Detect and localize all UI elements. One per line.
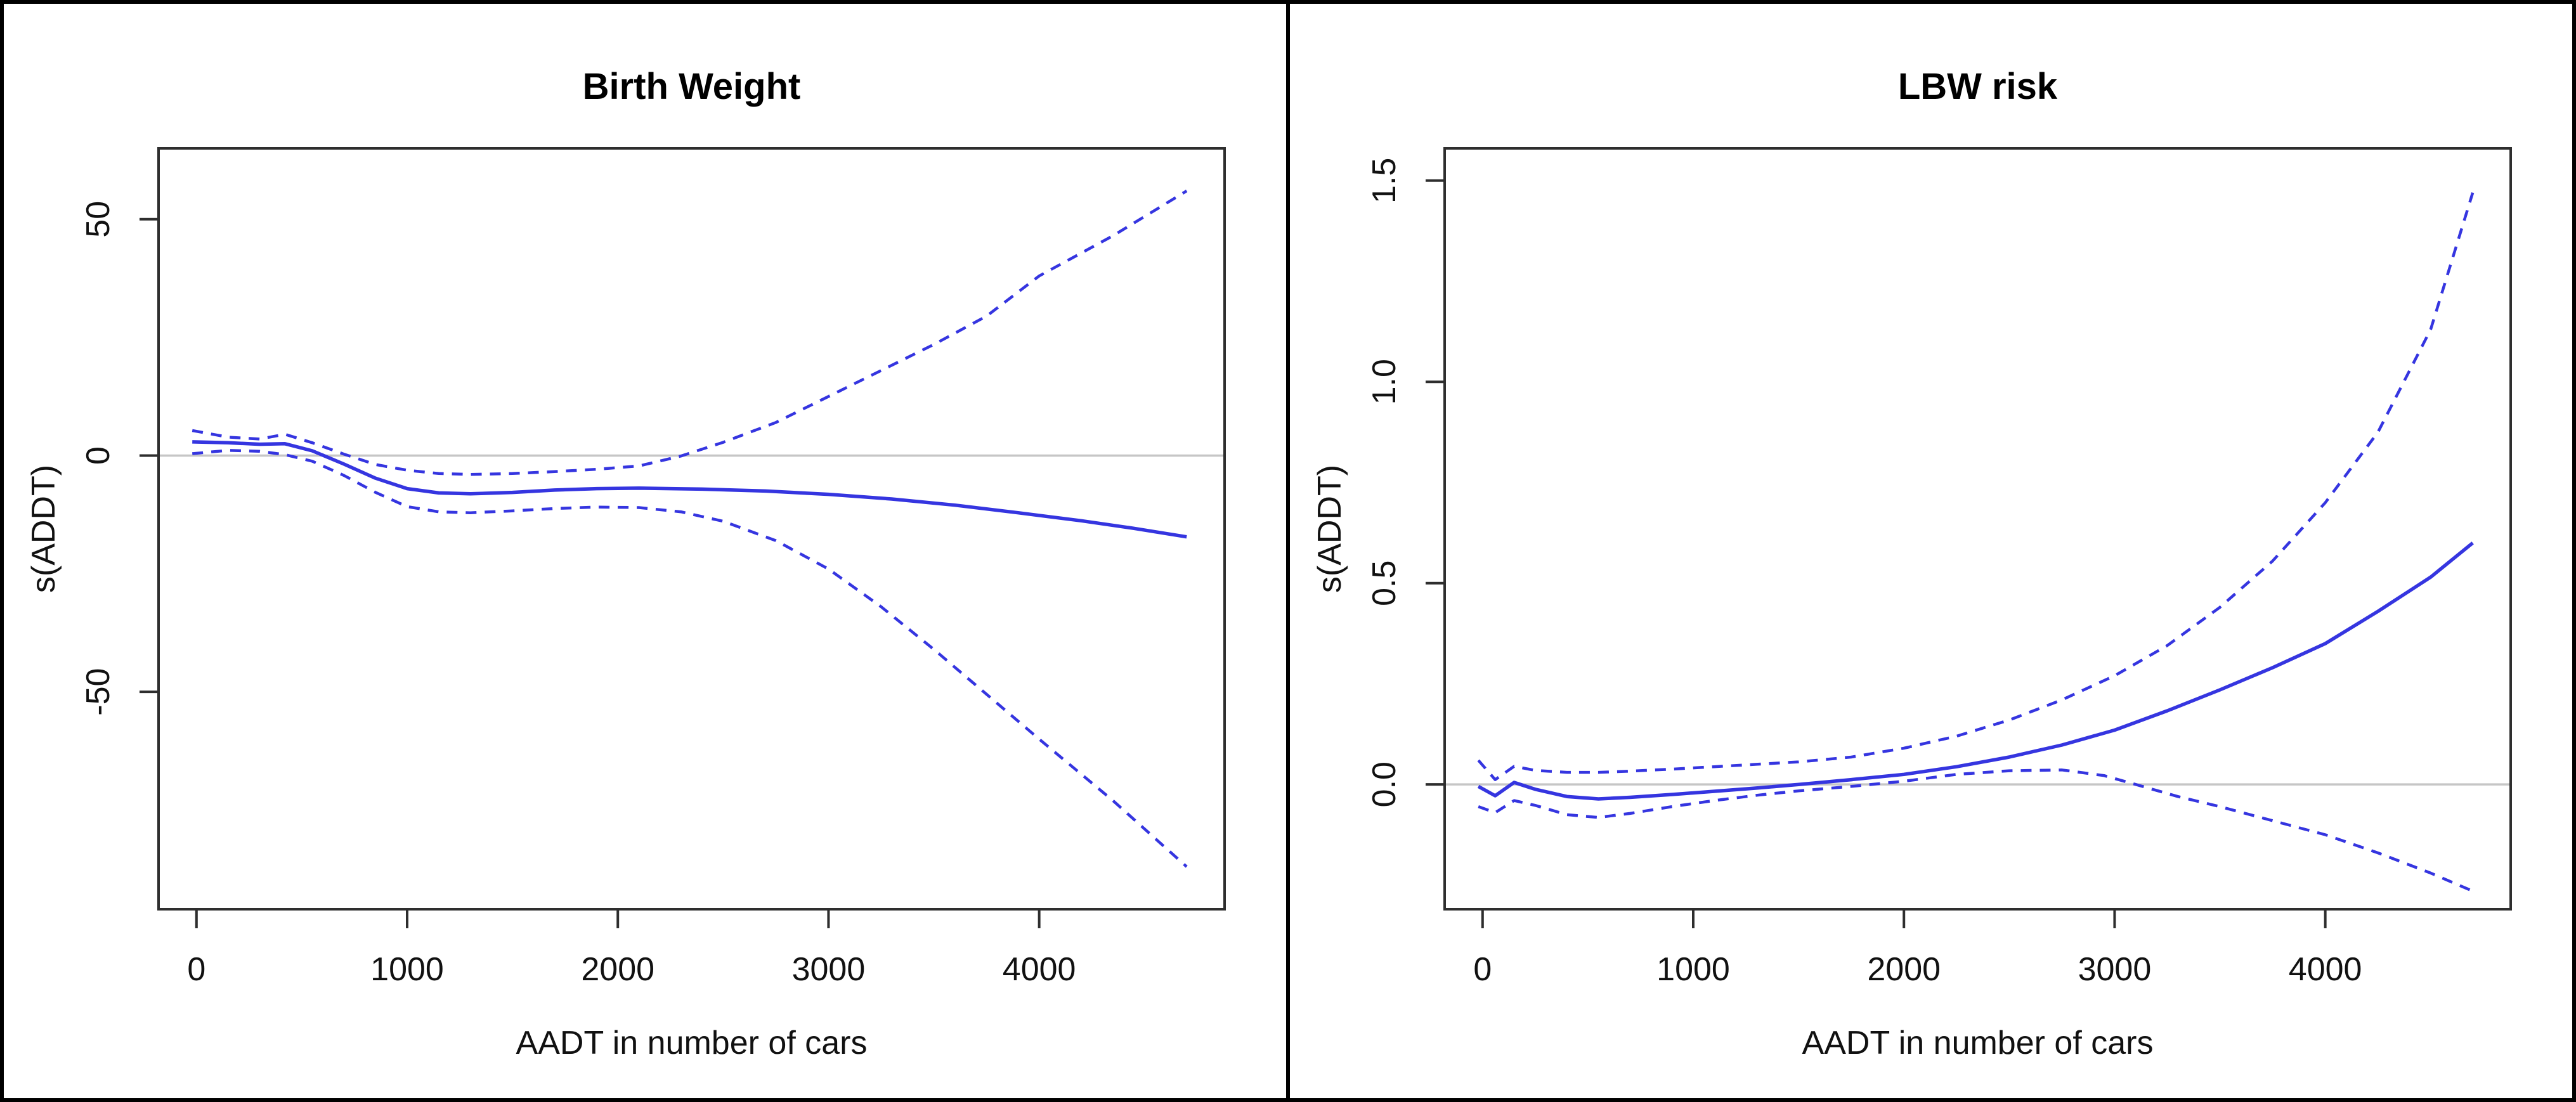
- x-tick-label: 4000: [2289, 951, 2362, 988]
- y-tick-label: 1.0: [1366, 359, 1403, 405]
- x-tick-label: 1000: [370, 951, 444, 988]
- upper-95ci-line: [192, 190, 1188, 476]
- chart-title: Birth Weight: [583, 66, 801, 107]
- x-tick-label: 1000: [1656, 951, 1730, 988]
- y-tick-label: 1.5: [1366, 158, 1403, 204]
- lower-95ci-line: [192, 449, 1188, 868]
- x-tick-label: 0: [1473, 951, 1492, 988]
- y-tick-label: 0.0: [1366, 762, 1403, 807]
- upper-95ci-line: [1477, 192, 2475, 781]
- y-tick-label: 50: [80, 201, 117, 238]
- plot-box: [1443, 147, 2512, 911]
- birth-weight-plot: 0 1000 2000 3000 4000 -50 0 50 Birth Weight AADT …: [25, 66, 1226, 1061]
- fit-line: [1477, 541, 2474, 801]
- x-tick-label: 3000: [2078, 951, 2152, 988]
- panel-lbw-risk: 0 1000 2000 3000 4000 0.0 0.5 1.0 1.5 LBW risk AAD…: [1290, 4, 2572, 1098]
- x-axis-label: AADT in number of cars: [516, 1025, 868, 1061]
- lbw-risk-plot: 0 1000 2000 3000 4000 0.0 0.5 1.0 1.5 LBW risk AAD…: [1311, 66, 2512, 1061]
- fit-line: [192, 440, 1187, 539]
- x-tick-label: 2000: [581, 951, 654, 988]
- y-tick-label: 0.5: [1366, 561, 1403, 606]
- panel-divider: [1286, 4, 1290, 1098]
- x-tick-label: 4000: [1003, 951, 1076, 988]
- x-axis-label: AADT in number of cars: [1802, 1025, 2154, 1061]
- y-axis-label: s(ADDT): [1311, 465, 1348, 593]
- panel-birth-weight: 0 1000 2000 3000 4000 -50 0 50 Birth Weight AADT …: [4, 4, 1286, 1098]
- lower-95ci-line: [1478, 768, 2474, 893]
- plot-box: [157, 147, 1226, 911]
- x-tick-label: 3000: [792, 951, 866, 988]
- x-tick-label: 0: [187, 951, 205, 988]
- y-tick-label: 0: [80, 446, 117, 465]
- y-tick-label: -50: [80, 668, 117, 716]
- chart-title: LBW risk: [1898, 66, 2058, 107]
- y-axis-label: s(ADDT): [25, 465, 62, 593]
- x-tick-label: 2000: [1867, 951, 1941, 988]
